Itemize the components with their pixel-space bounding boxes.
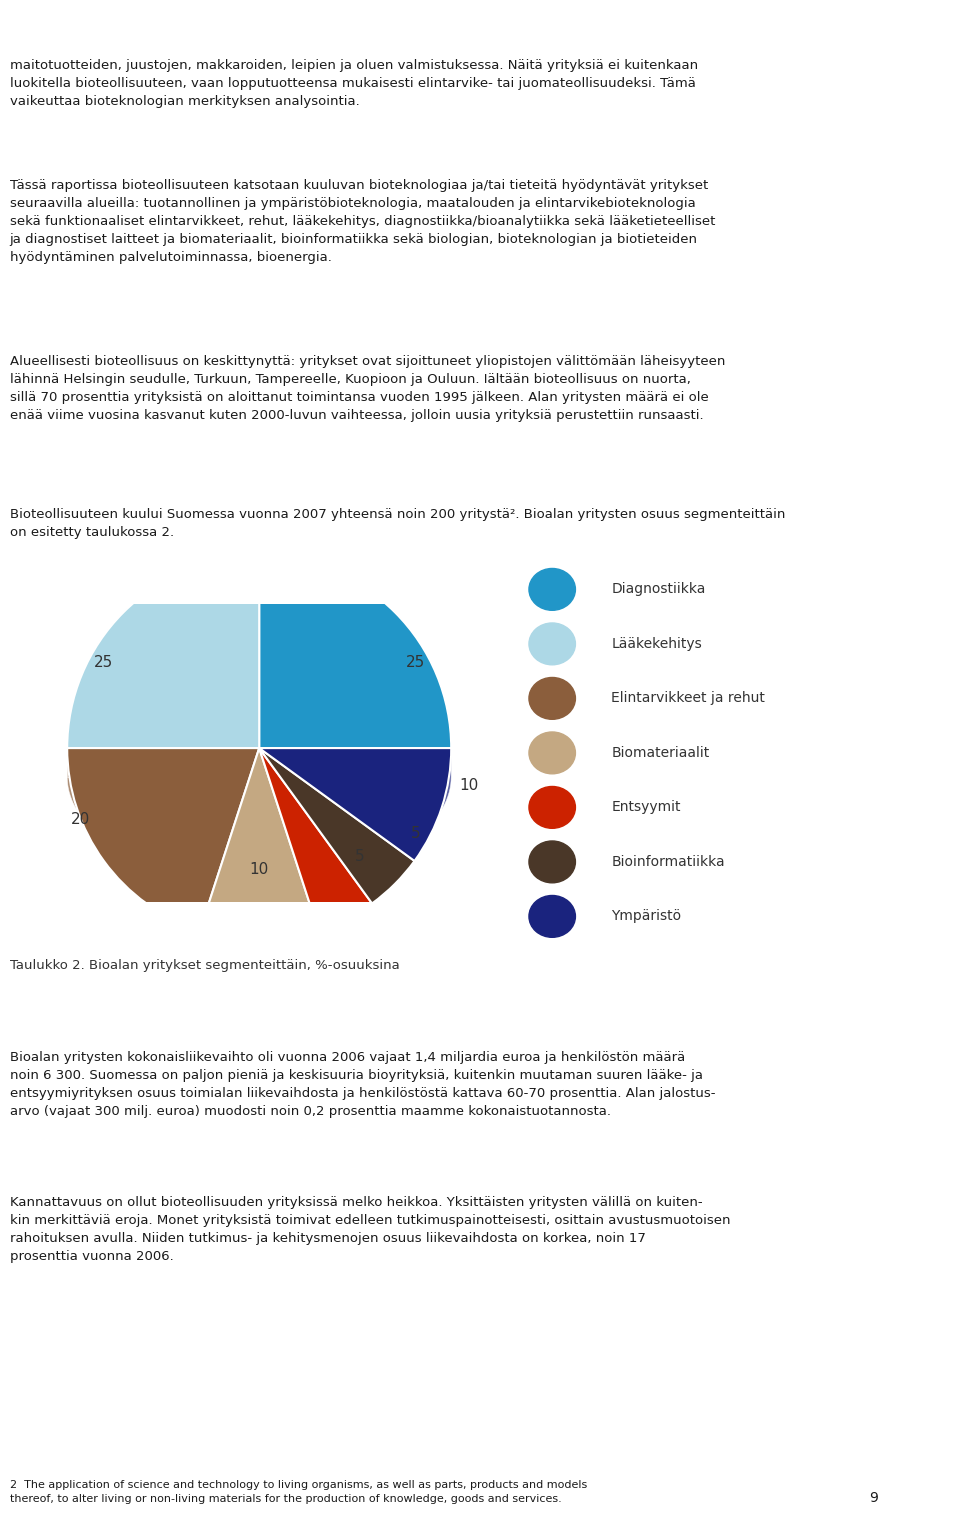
Text: 5: 5 (354, 849, 364, 864)
Text: 25: 25 (93, 654, 112, 669)
Circle shape (529, 732, 575, 774)
Wedge shape (67, 748, 259, 931)
Wedge shape (200, 748, 319, 940)
Text: Lääkekehitys: Lääkekehitys (612, 637, 702, 651)
Text: Entsyymit: Entsyymit (612, 800, 681, 814)
Text: maitotuotteiden, juustojen, makkaroiden, leipien ja oluen valmistuksessa. Näitä : maitotuotteiden, juustojen, makkaroiden,… (10, 59, 698, 108)
Text: Bioalan yritysten kokonaisliikevaihto oli vuonna 2006 vajaat 1,4 miljardia euroa: Bioalan yritysten kokonaisliikevaihto ol… (10, 1051, 715, 1118)
Text: Ympäristö: Ympäristö (612, 910, 682, 923)
Text: Diagnostiikka: Diagnostiikka (612, 583, 706, 596)
Text: 10: 10 (250, 862, 269, 878)
Text: 20: 20 (71, 812, 90, 827)
Text: Tässä raportissa bioteollisuuteen katsotaan kuuluvan bioteknologiaa ja/tai tiete: Tässä raportissa bioteollisuuteen katsot… (10, 179, 715, 265)
Text: Taulukko 2. Bioalan yritykset segmenteittäin, %-osuuksina: Taulukko 2. Bioalan yritykset segmenteit… (10, 960, 399, 972)
Text: 5: 5 (411, 826, 420, 841)
Circle shape (529, 624, 575, 665)
Circle shape (529, 841, 575, 882)
Circle shape (529, 786, 575, 829)
Polygon shape (372, 811, 415, 862)
Wedge shape (259, 557, 451, 748)
Polygon shape (200, 849, 319, 882)
Wedge shape (67, 557, 259, 748)
Text: Biomateriaalit: Biomateriaalit (612, 745, 709, 760)
Circle shape (529, 896, 575, 937)
Text: Elintarvikkeet ja rehut: Elintarvikkeet ja rehut (612, 692, 765, 706)
Polygon shape (319, 834, 372, 878)
Polygon shape (415, 748, 451, 840)
Text: Bioteollisuuteen kuului Suomessa vuonna 2007 yhteensä noin 200 yritystä². Bioala: Bioteollisuuteen kuului Suomessa vuonna … (10, 508, 785, 538)
Text: Kannattavuus on ollut bioteollisuuden yrityksissä melko heikkoa. Yksittäisten yr: Kannattavuus on ollut bioteollisuuden yr… (10, 1196, 731, 1262)
Text: 9: 9 (869, 1491, 878, 1506)
Text: 25: 25 (406, 654, 425, 669)
Wedge shape (259, 748, 415, 903)
Text: 2  The application of science and technology to living organisms, as well as par: 2 The application of science and technol… (10, 1480, 587, 1504)
Text: 10: 10 (460, 779, 479, 792)
Circle shape (529, 677, 575, 719)
Circle shape (529, 569, 575, 610)
Wedge shape (259, 748, 372, 931)
Text: Alueellisesti bioteollisuus on keskittynyttä: yritykset ovat sijoittuneet yliopi: Alueellisesti bioteollisuus on keskittyn… (10, 354, 725, 421)
Text: Bioinformatiikka: Bioinformatiikka (612, 855, 725, 868)
Polygon shape (67, 748, 200, 878)
Wedge shape (259, 748, 451, 861)
